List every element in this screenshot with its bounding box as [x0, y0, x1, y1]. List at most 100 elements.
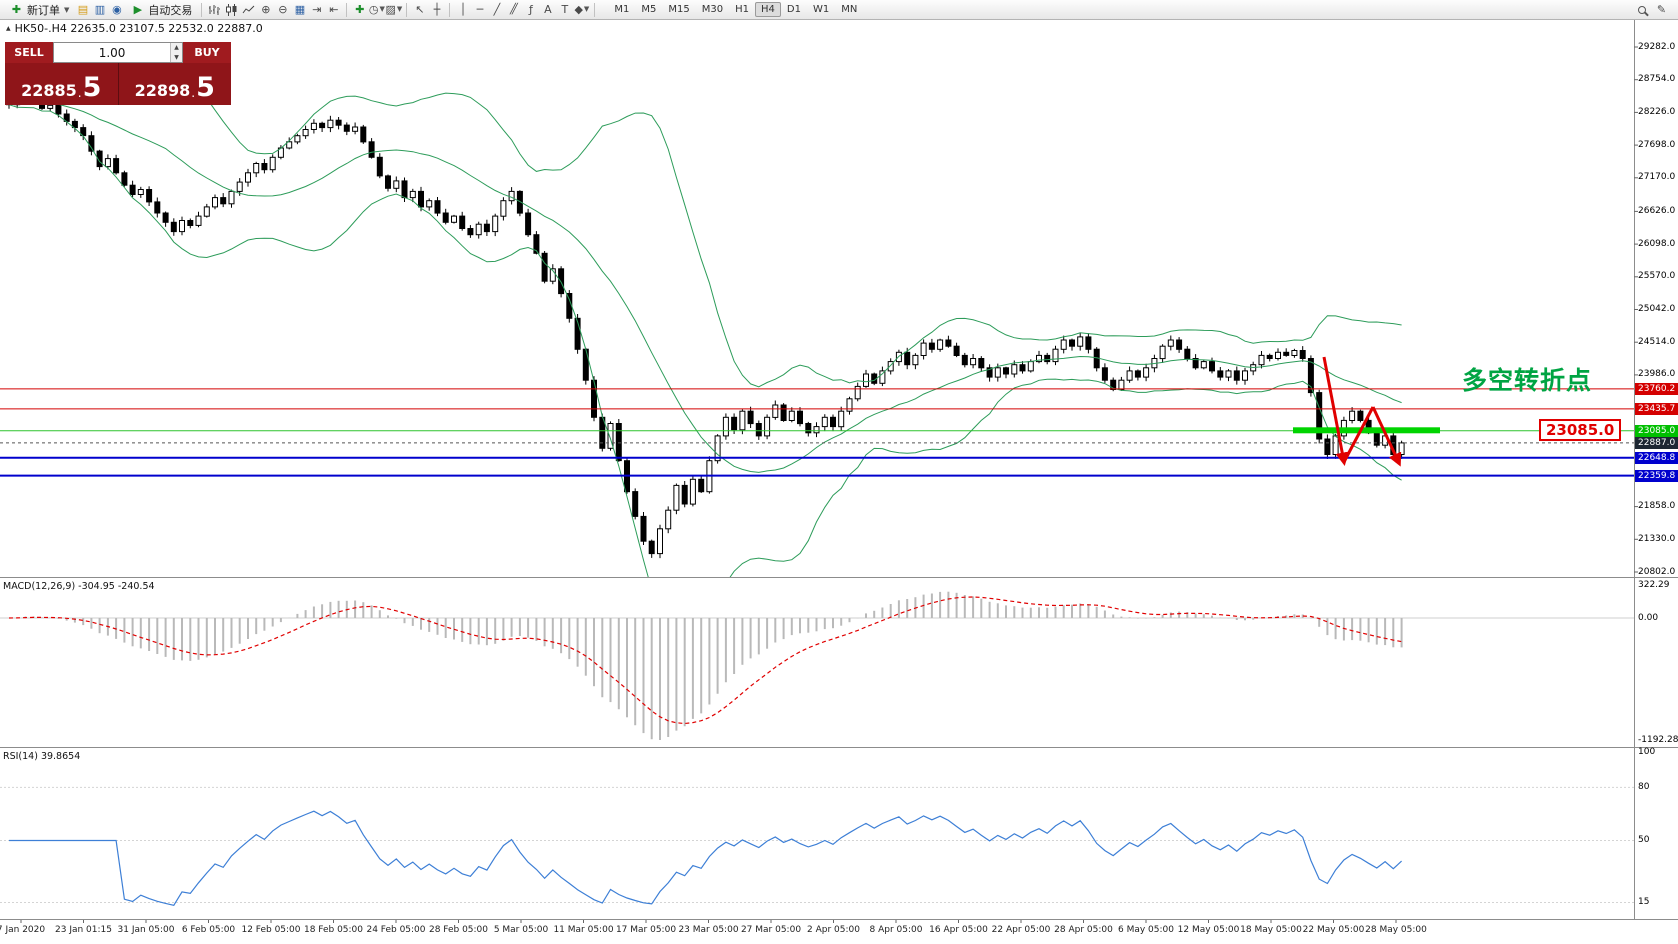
- current-price-label: 22887.0: [1635, 436, 1678, 449]
- text-label-button[interactable]: T: [561, 3, 569, 16]
- timeframe-m15-button[interactable]: M15: [668, 4, 690, 15]
- price-axis-label: 21330.0: [1638, 533, 1676, 544]
- timeframe-h1-button[interactable]: H1: [735, 4, 749, 15]
- one-click-trading-panel: SELL ▲ ▼ BUY 22885 . 5 22898 . 5: [5, 42, 231, 105]
- price-line-label: 23435.7: [1635, 402, 1678, 415]
- volume-increase-button[interactable]: ▲: [171, 43, 182, 53]
- x-axis-label: 5 Mar 05:00: [493, 925, 549, 935]
- x-axis-label: 23 Mar 05:00: [678, 925, 739, 935]
- chart-shift-button[interactable]: ⇤: [329, 3, 339, 16]
- price-axis-label: 24514.0: [1638, 336, 1676, 347]
- macd-axis-label: 0.00: [1638, 612, 1659, 623]
- periods-button[interactable]: ◷ ▼: [368, 3, 385, 16]
- x-axis-label: 7 Jan 2020: [0, 925, 46, 935]
- price-axis-label: 23986.0: [1638, 369, 1676, 380]
- sell-button[interactable]: SELL: [5, 42, 53, 63]
- toolbar-divider: [201, 2, 203, 17]
- data-window-icon[interactable]: ▥: [94, 3, 106, 16]
- tile-windows-button[interactable]: ▦: [294, 3, 306, 16]
- trendline-button[interactable]: ╱: [493, 3, 501, 16]
- macd-indicator-label: MACD(12,26,9) -304.95 -240.54: [3, 581, 155, 592]
- buy-price[interactable]: 22898 . 5: [119, 63, 232, 105]
- price-axis-label: 26098.0: [1638, 238, 1676, 249]
- price-axis-label: 20802.0: [1638, 566, 1676, 577]
- macd-axis-label: -1192.28: [1638, 734, 1678, 745]
- volume-decrease-button[interactable]: ▼: [171, 52, 182, 62]
- channel-button[interactable]: ╱╱: [509, 3, 518, 15]
- text-button[interactable]: A: [544, 3, 552, 16]
- price-axis-label: 25042.0: [1638, 304, 1676, 314]
- timeframe-m30-button[interactable]: M30: [701, 4, 724, 15]
- market-watch-icon[interactable]: ▤: [77, 3, 89, 16]
- edit-icon[interactable]: ✎: [1656, 3, 1667, 16]
- sell-price-main: 22885: [21, 81, 77, 100]
- x-axis-label: 6 Feb 05:00: [181, 925, 236, 935]
- candlestick-chart-button[interactable]: [224, 2, 239, 17]
- rsi-axis-label: 15: [1638, 896, 1650, 907]
- price-line-label: 23085.0: [1635, 424, 1678, 437]
- main-toolbar: ✚ 新订单 ▼ ▤ ▥ ◉ ▶ 自动交易 ⊕ ⊖ ▦ ⇥ ⇤ ✚ ◷ ▼ ▨ ▼ ↖…: [0, 0, 1678, 20]
- zoom-out-button[interactable]: ⊖: [278, 3, 288, 16]
- sell-price-frac: 5: [82, 72, 102, 104]
- x-axis-label: 12 May 05:00: [1177, 925, 1240, 935]
- toolbar-divider: [594, 2, 596, 17]
- templates-button[interactable]: ▨ ▼: [385, 3, 403, 16]
- x-axis-label: 6 May 05:00: [1118, 925, 1174, 935]
- price-axis-label: 27170.0: [1638, 172, 1676, 183]
- chart-title: ▲ HK50-.H4 22635.0 23107.5 22532.0 22887…: [6, 22, 263, 35]
- timeframe-h4-button[interactable]: H4: [755, 2, 781, 17]
- timeframe-mn-button[interactable]: MN: [841, 4, 858, 15]
- toolbar-divider: [406, 2, 408, 17]
- price-callout-label[interactable]: 23085.0: [1539, 419, 1622, 441]
- autotrading-button[interactable]: ▶ 自动交易: [126, 1, 196, 19]
- search-icon[interactable]: [1638, 5, 1646, 14]
- price-axis-label: 21858.0: [1638, 501, 1676, 512]
- x-axis-label: 12 Feb 05:00: [241, 925, 301, 935]
- turning-point-annotation[interactable]: 多空转折点: [1462, 366, 1593, 395]
- line-chart-button[interactable]: [241, 2, 256, 17]
- autotrading-label: 自动交易: [148, 3, 193, 17]
- vertical-line-button[interactable]: │: [459, 3, 467, 16]
- new-order-icon: ✚: [11, 3, 22, 16]
- chevron-down-icon: ▼: [64, 5, 70, 14]
- crosshair-button[interactable]: ┼: [433, 3, 441, 16]
- new-order-label: 新订单: [27, 3, 60, 17]
- timeframe-w1-button[interactable]: W1: [812, 4, 830, 15]
- new-order-button[interactable]: ✚ 新订单 ▼: [5, 1, 73, 19]
- price-line-label: 23760.2: [1635, 382, 1678, 395]
- rsi-axis-label: 50: [1638, 835, 1650, 845]
- volume-box: ▲ ▼: [53, 42, 183, 63]
- bar-chart-button[interactable]: [207, 2, 222, 17]
- timeframe-d1-button[interactable]: D1: [786, 4, 801, 15]
- x-axis-label: 28 May 05:00: [1365, 925, 1427, 935]
- x-axis-label: 27 Mar 05:00: [740, 925, 802, 935]
- volume-spinner: ▲ ▼: [170, 43, 182, 62]
- volume-input[interactable]: [54, 43, 171, 62]
- rsi-indicator-label: RSI(14) 39.8654: [3, 751, 81, 762]
- shapes-button[interactable]: ◆ ▼: [574, 3, 590, 16]
- x-axis-label: 11 Mar 05:00: [553, 925, 614, 935]
- autotrading-play-icon: ▶: [133, 3, 143, 16]
- timeframe-m1-button[interactable]: M1: [614, 4, 630, 15]
- x-axis-label: 23 Jan 01:15: [55, 925, 112, 935]
- price-line-label: 22359.8: [1635, 469, 1678, 482]
- timeframe-toolbar: M1 M5 M15 M30 H1 H4 D1 W1 MN: [608, 2, 863, 17]
- price-axis-label: 28754.0: [1638, 74, 1676, 85]
- zoom-in-button[interactable]: ⊕: [261, 3, 271, 16]
- auto-scroll-button[interactable]: ⇥: [312, 3, 322, 16]
- buy-button[interactable]: BUY: [183, 42, 231, 63]
- navigator-icon[interactable]: ◉: [112, 3, 122, 16]
- order-panel-controls: SELL ▲ ▼ BUY: [5, 42, 231, 63]
- x-axis-label: 8 Apr 05:00: [869, 925, 923, 935]
- horizontal-line-button[interactable]: ─: [476, 3, 484, 16]
- chart-title-marker-icon: ▲: [6, 25, 11, 32]
- cursor-button[interactable]: ↖: [415, 3, 425, 16]
- x-axis-label: 24 Feb 05:00: [366, 925, 426, 935]
- fibonacci-button[interactable]: ƒ: [528, 3, 533, 16]
- timeframe-m5-button[interactable]: M5: [641, 4, 657, 15]
- new-chart-button[interactable]: ✚: [355, 3, 365, 16]
- price-axis-label: 27698.0: [1638, 139, 1676, 150]
- sell-price[interactable]: 22885 . 5: [5, 63, 119, 105]
- price-axis-label: 26626.0: [1638, 205, 1676, 216]
